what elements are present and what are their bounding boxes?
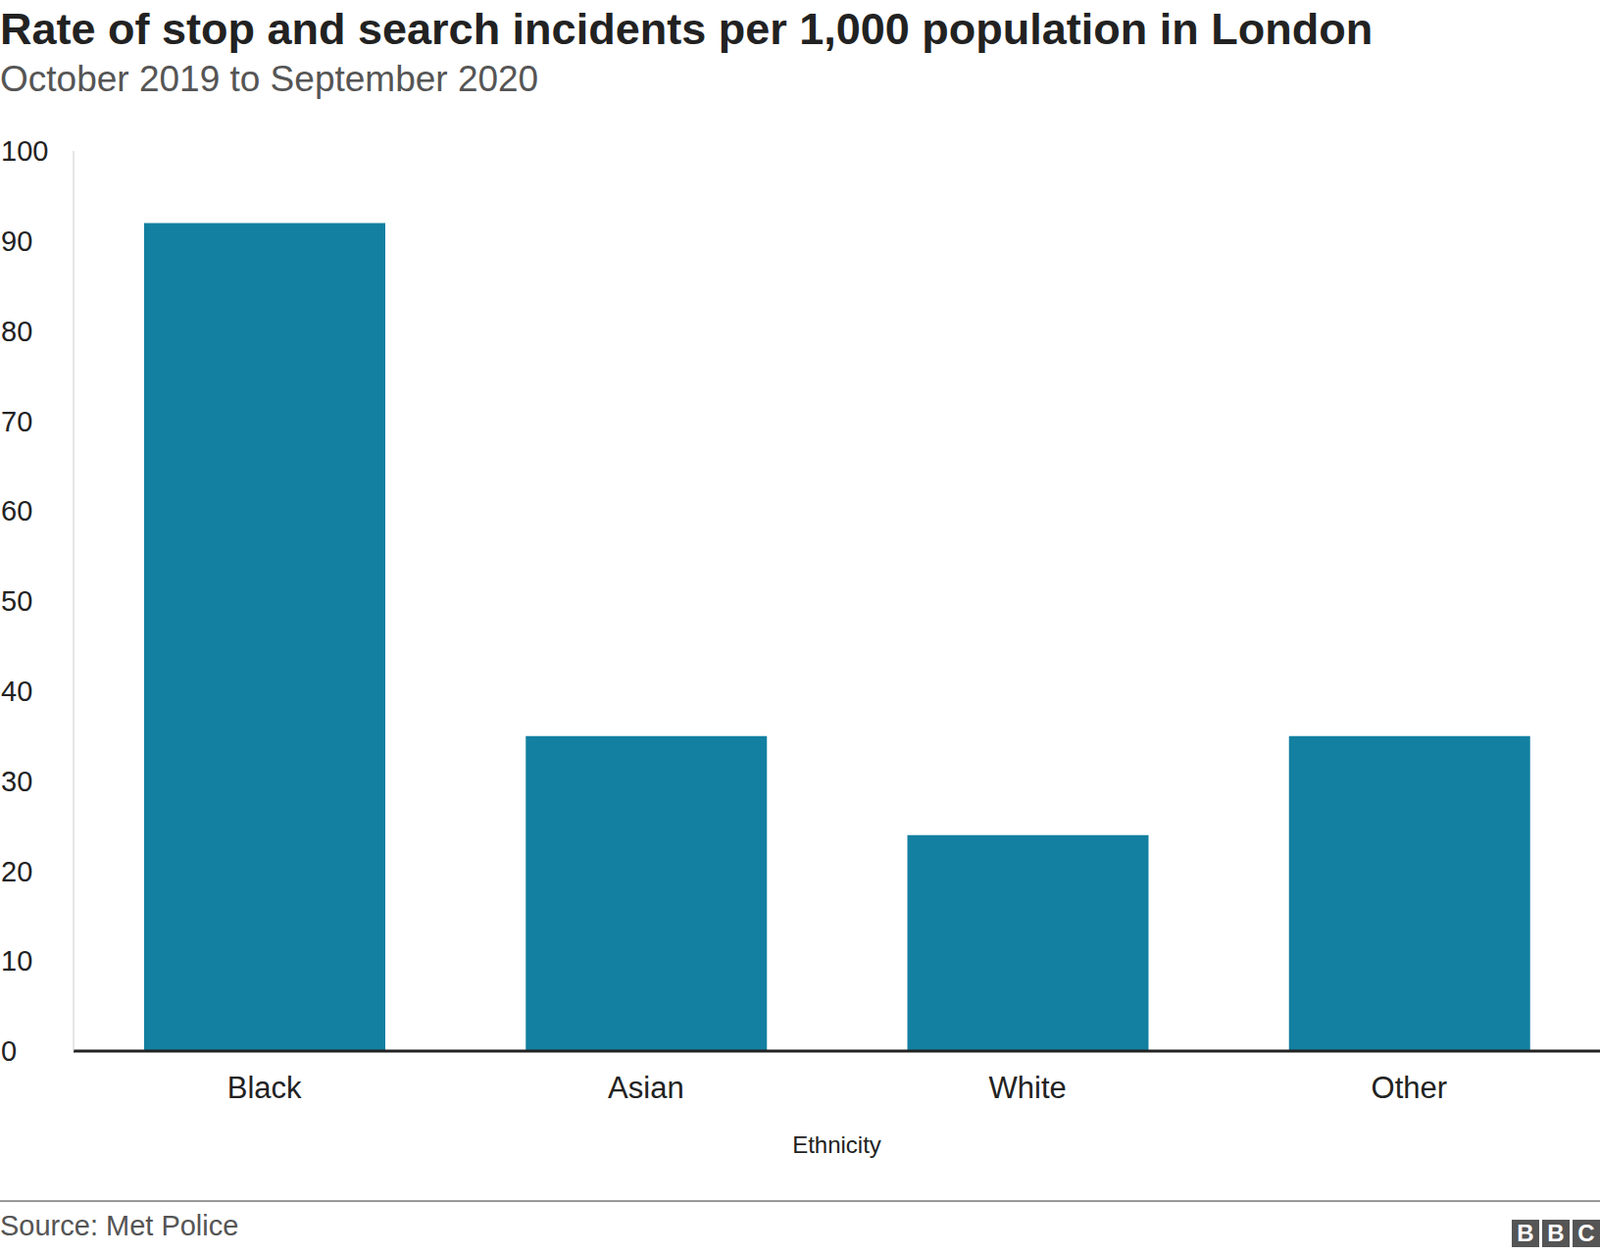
svg-text:20: 20 [7,855,33,888]
svg-text:90: 90 [7,225,33,257]
html-text:October 2019 to September 2020: October 2019 to September 2020 [0,58,539,100]
svg-text:70: 70 [7,405,33,438]
svg-text:100: 100 [7,137,49,167]
svg-text:10: 10 [7,945,33,977]
svg-text:White: White [989,1070,1067,1105]
svg-text:60: 60 [7,495,33,527]
svg-text:40: 40 [7,675,33,707]
html-text:B: B [1547,1219,1565,1247]
svg-text:Black: Black [227,1070,302,1105]
html-text:B: B [1516,1219,1535,1247]
svg-text:Other: Other [1371,1070,1449,1105]
svg-text:50: 50 [7,585,33,617]
svg-text:80: 80 [7,315,33,348]
html-text:Source: Met Police: Source: Met Police [0,1209,239,1242]
svg-text:0: 0 [7,1035,17,1067]
html-text:C: C [1577,1219,1595,1247]
svg-text:30: 30 [7,765,33,798]
html-text:Rate of stop and search incide: Rate of stop and search incidents per 1,… [0,3,1373,54]
svg-text:Ethnicity: Ethnicity [792,1131,882,1158]
svg-text:Asian: Asian [607,1070,685,1105]
